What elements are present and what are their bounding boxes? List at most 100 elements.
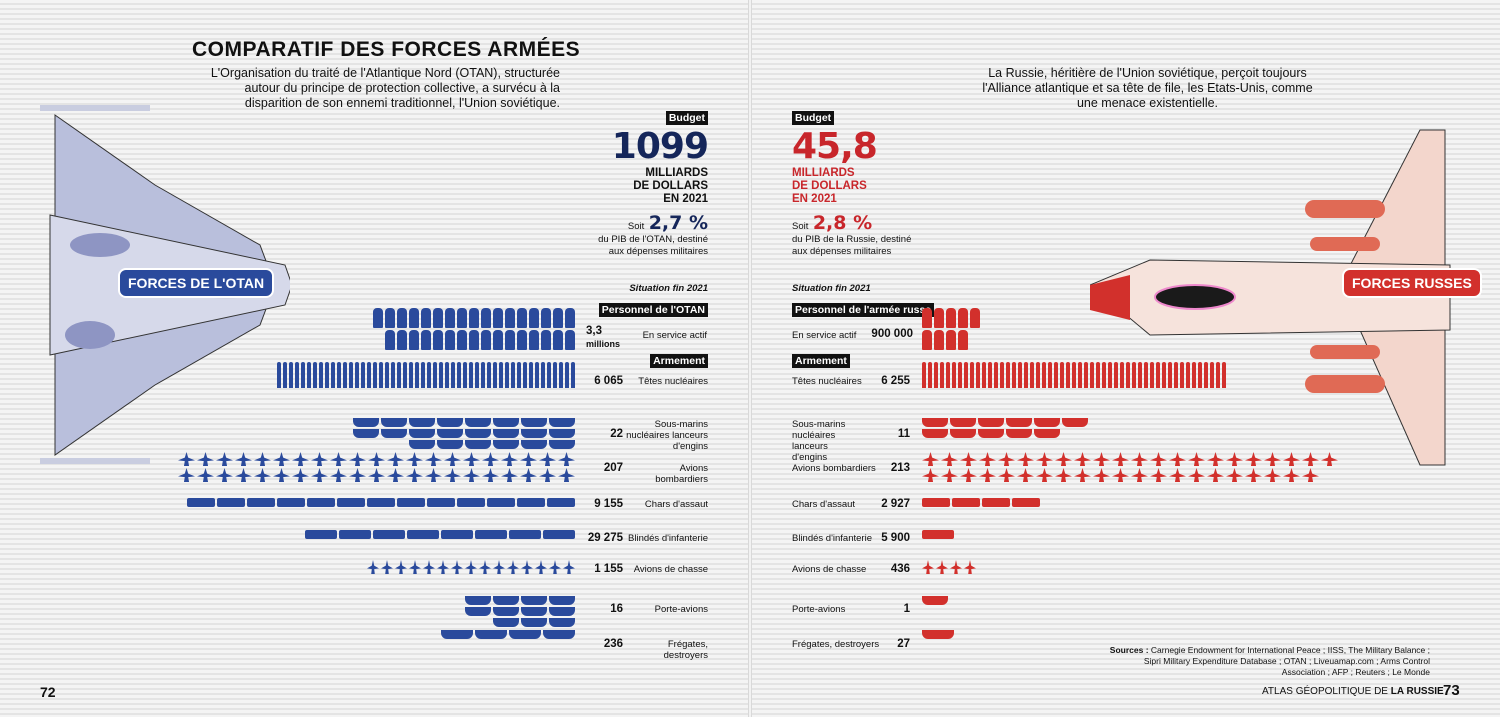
nato-personnel-label: En service actif: [642, 330, 707, 341]
page-number-left: 72: [40, 684, 56, 700]
bomber-icon: [922, 452, 939, 466]
warhead-icon: [934, 362, 938, 388]
fighter-icon: [521, 560, 533, 574]
fighter-icon: [563, 560, 575, 574]
warhead-icon: [1036, 362, 1040, 388]
russia-ifv-pictograms: [922, 530, 956, 539]
bomber-icon: [979, 452, 996, 466]
russia-row-value: 6 255: [881, 375, 910, 387]
bomber-icon: [254, 468, 271, 482]
tank-icon: [247, 498, 275, 507]
submarine-icon: [521, 440, 547, 449]
warhead-icon: [1114, 362, 1118, 388]
submarine-icon: [521, 418, 547, 427]
warhead-icon: [571, 362, 575, 388]
soldier-icon: [517, 308, 527, 328]
warhead-icon: [1192, 362, 1196, 388]
bomber-icon: [349, 452, 366, 466]
nato-soldier-pictograms: [371, 308, 575, 350]
submarine-icon: [353, 429, 379, 438]
bomber-icon: [998, 468, 1015, 482]
russia-budget-year: EN 2021: [792, 193, 837, 205]
russia-frigate-pictograms: [922, 630, 956, 639]
bomber-icon: [482, 468, 499, 482]
nato-fighter-pictograms: [365, 560, 575, 574]
soldier-icon: [385, 308, 395, 328]
nato-row-label: Frégates, destroyers: [663, 639, 708, 661]
warhead-icon: [313, 362, 317, 388]
bomber-icon: [501, 452, 518, 466]
warhead-icon: [1024, 362, 1028, 388]
bomber-icon: [558, 468, 575, 482]
warhead-icon: [511, 362, 515, 388]
warhead-icon: [1186, 362, 1190, 388]
soldier-icon: [457, 308, 467, 328]
submarine-icon: [922, 429, 948, 438]
submarine-icon: [950, 418, 976, 427]
sources: Sources : Carnegie Endowment for Interna…: [1100, 645, 1430, 678]
warhead-icon: [946, 362, 950, 388]
nato-situation: Situation fin 2021: [629, 283, 708, 294]
russia-row-label: Frégates, destroyers: [792, 639, 880, 650]
bomber-icon: [425, 468, 442, 482]
bomber-icon: [960, 452, 977, 466]
warhead-icon: [1042, 362, 1046, 388]
nato-submarine-pictograms: [351, 418, 575, 449]
soldier-icon: [433, 308, 443, 328]
footer-bold: LA RUSSIE: [1390, 686, 1444, 697]
warhead-icon: [433, 362, 437, 388]
bomber-icon: [292, 452, 309, 466]
warhead-icon: [1006, 362, 1010, 388]
frigate-icon: [922, 630, 954, 639]
russia-budget-value: 45,8: [792, 126, 878, 167]
nato-carrier-pictograms: [463, 596, 575, 627]
warhead-icon: [952, 362, 956, 388]
warhead-icon: [1072, 362, 1076, 388]
russia-row-value: 11: [897, 428, 910, 440]
warhead-icon: [1054, 362, 1058, 388]
bomber-icon: [197, 468, 214, 482]
tank-icon: [307, 498, 335, 507]
nato-row-value: 9 155: [594, 498, 623, 510]
nato-personnel-unit: millions: [586, 339, 621, 349]
bomber-icon: [1226, 468, 1243, 482]
warhead-icon: [565, 362, 569, 388]
soldier-icon: [958, 330, 968, 350]
bomber-icon: [235, 468, 252, 482]
bomber-icon: [273, 468, 290, 482]
bomber-icon: [501, 468, 518, 482]
carrier-icon: [521, 607, 547, 616]
carrier-icon: [521, 596, 547, 605]
bomber-icon: [1055, 468, 1072, 482]
russia-bomber-pictograms: [922, 452, 1340, 482]
russia-personnel-tag: Personnel de l'armée russe: [792, 303, 935, 317]
warhead-icon: [529, 362, 533, 388]
tank-icon: [952, 498, 980, 507]
russia-soit: Soit: [792, 221, 809, 232]
warhead-icon: [1120, 362, 1124, 388]
bomber-icon: [406, 452, 423, 466]
bomber-icon: [922, 468, 939, 482]
fighter-icon: [479, 560, 491, 574]
nato-row-label: Chars d'assaut: [644, 499, 708, 510]
submarine-icon: [381, 429, 407, 438]
bomber-icon: [1131, 468, 1148, 482]
bomber-icon: [178, 452, 195, 466]
soldier-icon: [922, 308, 932, 328]
warhead-icon: [367, 362, 371, 388]
soldier-icon: [946, 308, 956, 328]
warhead-icon: [1126, 362, 1130, 388]
soldier-icon: [469, 308, 479, 328]
bomber-icon: [1112, 452, 1129, 466]
ifv-icon: [922, 530, 954, 539]
warhead-icon: [1204, 362, 1208, 388]
russia-row-value: 27: [897, 638, 910, 650]
bomber-icon: [330, 468, 347, 482]
warhead-icon: [1060, 362, 1064, 388]
warhead-icon: [277, 362, 281, 388]
bomber-icon: [1169, 452, 1186, 466]
bomber-icon: [444, 468, 461, 482]
russia-row-value: 1: [903, 603, 910, 615]
warhead-icon: [415, 362, 419, 388]
warhead-icon: [1048, 362, 1052, 388]
